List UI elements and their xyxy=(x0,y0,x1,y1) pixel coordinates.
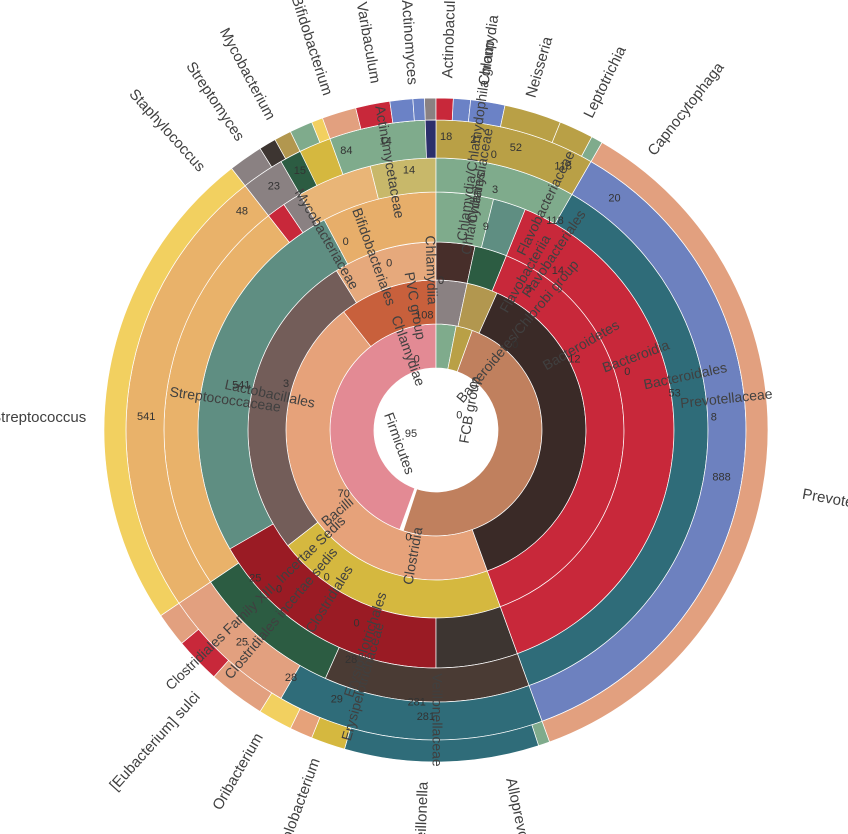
small-wedges-layer xyxy=(160,97,603,763)
segment-value-label: 0 xyxy=(405,532,411,544)
outer-genus-label: Leptotrichia xyxy=(580,43,630,121)
outer-genus-label: Bifidobacterium xyxy=(288,0,336,98)
center-hole xyxy=(419,413,453,447)
genus-value-label: 23 xyxy=(268,181,280,193)
segment-value-label: 0 xyxy=(276,584,282,596)
sunburst-segment[interactable] xyxy=(283,193,318,234)
segment-value-label: 0 xyxy=(456,410,462,422)
segment-value-label: 12 xyxy=(568,353,580,365)
segment-value-label: 0 xyxy=(354,618,360,630)
sunburst-segment[interactable] xyxy=(412,97,426,122)
segment-value-label: 9 xyxy=(483,221,489,233)
sunburst-segment[interactable] xyxy=(435,97,454,121)
outer-genus-label: Alloprevotella xyxy=(502,776,537,834)
inner-category-label: Veillonellaceae xyxy=(429,673,445,767)
outer-genus-label: Chlamydia xyxy=(475,13,502,86)
segment-value-label: 541 xyxy=(232,380,250,392)
genus-value-label: 20 xyxy=(608,192,620,204)
segment-value-label: 3 xyxy=(492,184,498,196)
sunburst-segment[interactable] xyxy=(160,602,200,644)
segment-value-label: 53 xyxy=(669,387,681,399)
segment-value-label: 14 xyxy=(552,265,564,277)
genus-value-label: 48 xyxy=(236,205,248,217)
genus-value-label: 52 xyxy=(510,142,522,154)
segment-value-label: 25 xyxy=(249,573,261,585)
segment-value-label: 28 xyxy=(345,654,357,666)
segment-value-label: 8 xyxy=(711,411,717,423)
segment-value-label: 281 xyxy=(408,696,426,708)
sunburst-segment[interactable] xyxy=(289,121,321,152)
outer-genus-label: Varibaculum xyxy=(353,1,384,85)
genus-value-label: 14 xyxy=(380,135,392,147)
segment-value-label: 3 xyxy=(283,378,289,390)
genus-value-label: 27 xyxy=(470,134,482,146)
segment-value-label: 0 xyxy=(414,354,420,366)
sunburst-segment[interactable] xyxy=(280,150,318,195)
sunburst-segment[interactable] xyxy=(581,136,603,163)
outer-genus-label: Oribacterium xyxy=(209,730,267,813)
genus-value-label: 84 xyxy=(340,145,352,157)
outer-genus-label: Solobacterium xyxy=(275,756,324,834)
genus-value-label: 281 xyxy=(417,711,435,723)
segment-value-label: 0 xyxy=(491,149,497,161)
segment-value-label: 0 xyxy=(438,275,444,287)
outer-genus-label: [Eubacterium] sulci xyxy=(106,689,203,795)
sunburst-segment[interactable] xyxy=(424,97,437,121)
segment-value-label: 95 xyxy=(405,428,417,440)
segment-value-label: 0 xyxy=(343,236,349,248)
segment-value-label: 14 xyxy=(403,164,415,176)
segment-value-label: 5 xyxy=(526,283,532,295)
segment-value-label: 0 xyxy=(624,366,630,378)
segment-value-label: 0 xyxy=(324,571,330,583)
segment-value-label: 70 xyxy=(338,488,350,500)
genus-value-label: 15 xyxy=(294,165,306,177)
sunburst-segment[interactable] xyxy=(451,98,472,123)
genus-value-label: 888 xyxy=(712,471,730,483)
segment-value-label: 108 xyxy=(415,310,433,322)
outer-genus-label: Prevotella xyxy=(801,486,848,514)
genus-value-label: 118 xyxy=(554,160,572,172)
outer-genus-label: Capnocytophaga xyxy=(644,59,728,159)
segments-layer xyxy=(103,97,769,743)
outer-genus-label: Streptococcus xyxy=(0,409,86,426)
genus-value-label: 541 xyxy=(137,411,155,423)
outer-genus-label: Actinobaculum xyxy=(439,0,459,78)
segment-value-label: 118 xyxy=(546,215,564,227)
inner-category-label: Chlamydiia xyxy=(423,235,441,305)
segment-value-label: 0 xyxy=(512,339,518,351)
genus-value-label: 25 xyxy=(236,637,248,649)
outer-genus-label: Neisseria xyxy=(523,34,557,99)
outer-genus-label: Actinomyces xyxy=(398,0,421,85)
outer-genus-label: Veillonella xyxy=(412,781,431,834)
genus-value-label: 28 xyxy=(285,672,297,684)
genus-value-label: 18 xyxy=(440,131,452,143)
genus-value-label: 29 xyxy=(331,694,343,706)
sunburst-segment[interactable] xyxy=(389,98,415,124)
sunburst-segment[interactable] xyxy=(424,119,437,159)
inner-category-label: Firmicutes xyxy=(381,410,418,476)
segment-value-label: 0 xyxy=(386,258,392,270)
outer-genus-label: Staphylococcus xyxy=(126,86,209,175)
